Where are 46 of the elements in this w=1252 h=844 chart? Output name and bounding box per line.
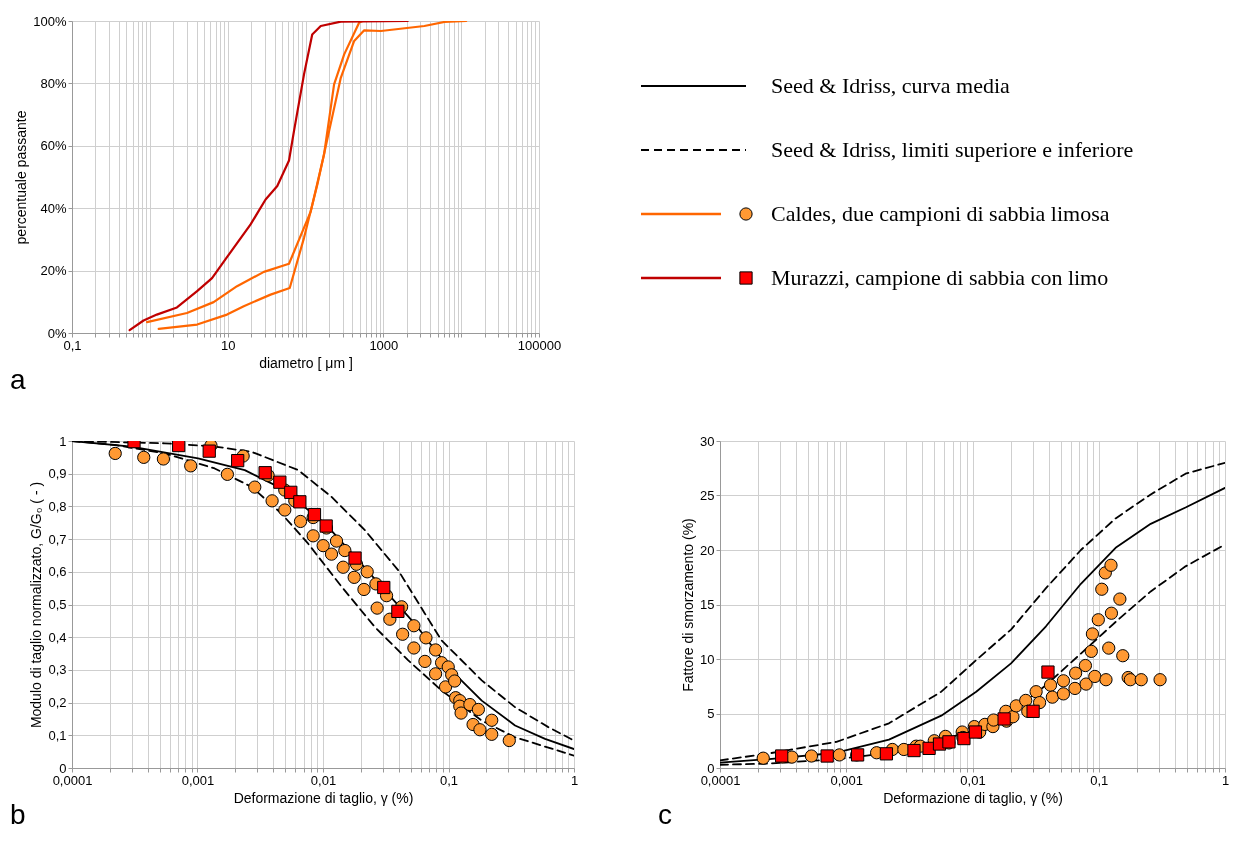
y-tick-label: 5 — [707, 706, 715, 721]
legend-label: Murazzi, campione di sabbia con limo — [771, 265, 1109, 290]
y-axis-title: Fattore di smorzamento (%) — [680, 518, 697, 692]
y-tick-label: 0,8 — [48, 498, 67, 514]
x-tick-label: 0,001 — [181, 772, 215, 788]
x-tick-label: 1 — [1221, 772, 1230, 788]
x-axis-title: Deformazione di taglio, γ (%) — [233, 789, 414, 806]
y-tick-label: 80% — [40, 75, 67, 91]
x-tick-label: 10 — [220, 337, 236, 353]
y-tick-label: 40% — [40, 200, 67, 216]
y-tick-label: 0,3 — [48, 662, 67, 678]
legend-label: Caldes, due campioni di sabbia limosa — [771, 201, 1110, 226]
x-tick-label: 0,01 — [310, 772, 337, 788]
y-tick-label: 25 — [700, 488, 715, 503]
y-tick-label: 0% — [47, 325, 67, 341]
y-tick-label: 10 — [700, 651, 715, 667]
y-axis-title: Modulo di taglio normalizzato, G/G₀ ( - ) — [28, 481, 45, 729]
x-tick-label: 0,01 — [960, 772, 986, 788]
text: b — [10, 799, 26, 830]
legend-label: Seed & Idriss, curva media — [771, 73, 1011, 98]
x-tick-label: 0,001 — [830, 772, 864, 788]
x-tick-label: 100000 — [517, 337, 562, 353]
y-tick-label: 1 — [59, 433, 67, 449]
y-tick-label: 20% — [40, 263, 67, 279]
y-tick-label: 0,9 — [48, 466, 67, 482]
x-axis-title: diametro [ μm ] — [259, 354, 353, 371]
y-tick-label: 0,2 — [48, 695, 67, 711]
y-tick-label: 15 — [700, 597, 715, 612]
x-tick-label: 0,1 — [439, 772, 459, 788]
text: a — [10, 364, 26, 395]
x-tick-label: 1000 — [369, 337, 399, 353]
y-axis-title: percentuale passante — [13, 110, 30, 245]
x-axis-title: Deformazione di taglio, γ (%) — [883, 789, 1063, 806]
y-tick-label: 100% — [33, 13, 67, 29]
x-tick-label: 0,1 — [1090, 772, 1109, 788]
legend-label: Seed & Idriss, limiti superiore e inferiore — [771, 137, 1134, 162]
text: c — [658, 799, 672, 830]
y-tick-label: 60% — [40, 138, 67, 154]
y-tick-label: 30 — [700, 433, 715, 449]
y-tick-label: 0,5 — [48, 597, 67, 612]
x-tick-label: 1 — [570, 772, 579, 788]
y-tick-label: 0,7 — [48, 531, 67, 547]
y-tick-label: 0,4 — [48, 629, 67, 645]
y-tick-label: 0,1 — [48, 727, 67, 743]
y-tick-label: 0,6 — [48, 564, 67, 580]
y-tick-label: 20 — [700, 542, 715, 558]
